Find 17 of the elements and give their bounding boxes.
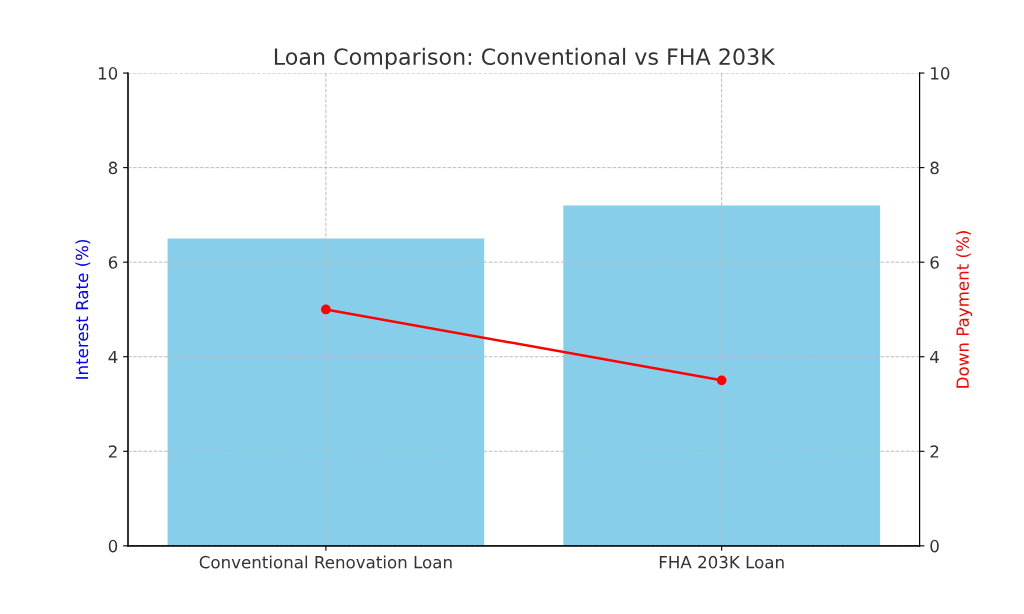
y-tick-label: 6 (108, 256, 118, 269)
y2-tick-label: 4 (930, 350, 939, 364)
y-tick-label: 0 (108, 539, 118, 553)
y2-tick-label: 0 (930, 539, 939, 553)
y2-tick-label: 10 (931, 67, 950, 80)
y2-axis-title: Down Payment (%) (956, 231, 973, 388)
x-tick-label: FHA 203K Loan (659, 555, 784, 569)
y2-tick-label: 8 (930, 161, 939, 175)
y-tick-label: 8 (108, 161, 118, 175)
y2-tick-label: 6 (930, 256, 939, 269)
y-tick-label: 10 (98, 67, 118, 80)
x-tick-label: Conventional Renovation Loan (199, 555, 452, 569)
y-tick-label: 2 (108, 445, 117, 458)
y-axis-title: Interest Rate (%) (75, 239, 91, 379)
y-tick-label: 4 (108, 350, 118, 364)
chart-title: Loan Comparison: Conventional vs FHA 203K (274, 47, 776, 70)
y2-tick-label: 2 (930, 445, 939, 458)
